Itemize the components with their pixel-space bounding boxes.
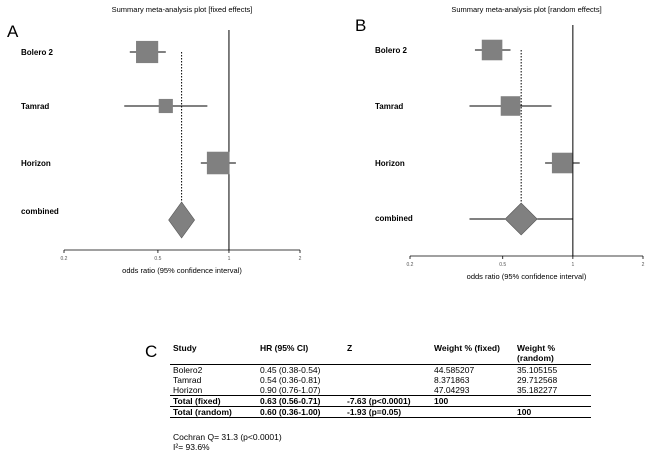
cell: 47.04293 bbox=[434, 385, 470, 395]
combined-diamond bbox=[168, 201, 195, 239]
study-weight-box bbox=[481, 39, 503, 61]
study-weight-box bbox=[136, 40, 159, 64]
combined-diamond bbox=[504, 202, 538, 236]
cell: 100 bbox=[431, 395, 514, 407]
cell: Bolero2 bbox=[173, 365, 203, 375]
cell: 0.54 (0.36-0.81) bbox=[260, 375, 321, 385]
summary-table: Study HR (95% CI) Z Weight % (fixed) Wei… bbox=[170, 342, 591, 418]
cell: -7.63 (p<0.0001) bbox=[344, 395, 431, 407]
study-weight-box bbox=[206, 151, 230, 175]
i-squared-footnote: I²= 93.6% bbox=[173, 442, 210, 452]
plot-title: Summary meta-analysis plot [random effec… bbox=[451, 5, 601, 14]
cell bbox=[514, 395, 591, 407]
cell: 35.105155 bbox=[517, 365, 558, 375]
cell: 44.585207 bbox=[434, 365, 475, 375]
cochran-q-footnote: Cochran Q= 31.3 (p<0.0001) bbox=[173, 432, 282, 442]
x-tick-label: 2 bbox=[642, 262, 645, 268]
cell: 100 bbox=[514, 406, 591, 418]
cell: -1.93 (p=0.05) bbox=[344, 406, 431, 418]
x-axis-label: odds ratio (95% confidence interval) bbox=[122, 266, 242, 275]
x-tick-label: 0.5 bbox=[499, 262, 506, 268]
x-tick-label: 2 bbox=[299, 256, 302, 262]
cell bbox=[344, 365, 431, 376]
study-weight-box bbox=[500, 96, 521, 116]
cell bbox=[344, 385, 431, 396]
table-row-total-fixed: Total (fixed) 0.63 (0.56-0.71) -7.63 (p<… bbox=[170, 395, 591, 407]
table-row: Bolero2 0.45 (0.38-0.54) 44.585207 35.10… bbox=[170, 365, 591, 376]
forest-plot-fixed: Summary meta-analysis plot [fixed effect… bbox=[21, 5, 302, 275]
cell: Horizon bbox=[173, 385, 203, 395]
x-tick-label: 0.2 bbox=[61, 256, 68, 262]
cell: 0.90 (0.76-1.07) bbox=[260, 385, 321, 395]
cell: 0.45 (0.38-0.54) bbox=[260, 365, 321, 375]
study-weight-box bbox=[158, 98, 173, 114]
panel-b-letter: B bbox=[355, 16, 367, 35]
forest-plot-random: Summary meta-analysis plot [random effec… bbox=[375, 5, 645, 281]
table-row: Horizon 0.90 (0.76-1.07) 47.04293 35.182… bbox=[170, 385, 591, 396]
panel-a-letter: A bbox=[7, 22, 19, 41]
x-axis-label: odds ratio (95% confidence interval) bbox=[467, 272, 587, 281]
plot-title: Summary meta-analysis plot [fixed effect… bbox=[112, 5, 253, 14]
cell: Total (fixed) bbox=[170, 395, 257, 407]
study-label: Bolero 2 bbox=[21, 48, 54, 57]
cell: 0.63 (0.56-0.71) bbox=[257, 395, 344, 407]
combined-label: combined bbox=[21, 207, 59, 216]
col-header-z: Z bbox=[344, 342, 431, 365]
col-header-study: Study bbox=[170, 342, 257, 365]
col-header-weight-fixed: Weight % (fixed) bbox=[431, 342, 514, 365]
x-tick-label: 0.5 bbox=[154, 256, 161, 262]
x-tick-label: 1 bbox=[228, 256, 231, 262]
study-label: Horizon bbox=[21, 159, 51, 168]
cell: 35.182277 bbox=[517, 385, 558, 395]
x-tick-label: 0.2 bbox=[407, 262, 414, 268]
cell: 29.712568 bbox=[517, 375, 558, 385]
cell: 0.60 (0.36-1.00) bbox=[257, 406, 344, 418]
study-label: Bolero 2 bbox=[375, 46, 408, 55]
col-header-weight-random: Weight % (random) bbox=[514, 342, 591, 365]
x-tick-label: 1 bbox=[571, 262, 574, 268]
study-label: Tamrad bbox=[375, 102, 403, 111]
cell bbox=[344, 375, 431, 385]
cell: Tamrad bbox=[173, 375, 202, 385]
col-header-hr: HR (95% CI) bbox=[257, 342, 344, 365]
study-weight-box bbox=[551, 152, 573, 174]
study-label: Tamrad bbox=[21, 102, 49, 111]
table-row-total-random: Total (random) 0.60 (0.36-1.00) -1.93 (p… bbox=[170, 406, 591, 418]
cell: 8.371863 bbox=[434, 375, 470, 385]
table-row: Tamrad 0.54 (0.36-0.81) 8.371863 29.7125… bbox=[170, 375, 591, 385]
cell bbox=[431, 406, 514, 418]
study-label: Horizon bbox=[375, 159, 405, 168]
combined-label: combined bbox=[375, 214, 413, 223]
table-header-row: Study HR (95% CI) Z Weight % (fixed) Wei… bbox=[170, 342, 591, 365]
cell: Total (random) bbox=[170, 406, 257, 418]
panel-c-letter: C bbox=[145, 342, 158, 361]
